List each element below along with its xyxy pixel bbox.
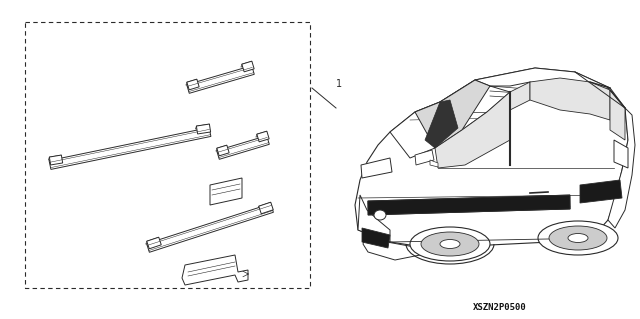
Polygon shape [580, 180, 622, 203]
Polygon shape [430, 160, 438, 167]
Ellipse shape [549, 226, 607, 250]
Polygon shape [355, 68, 628, 248]
Ellipse shape [410, 227, 490, 261]
Polygon shape [415, 150, 434, 165]
Polygon shape [187, 79, 199, 90]
Polygon shape [196, 124, 211, 134]
Polygon shape [363, 238, 420, 260]
Polygon shape [259, 202, 273, 214]
Polygon shape [195, 124, 209, 129]
Polygon shape [425, 100, 458, 148]
Ellipse shape [440, 240, 460, 249]
Polygon shape [217, 136, 269, 159]
Polygon shape [257, 131, 269, 142]
Ellipse shape [374, 210, 386, 220]
Polygon shape [147, 204, 273, 252]
Polygon shape [241, 61, 252, 67]
Polygon shape [186, 79, 197, 85]
Polygon shape [187, 66, 254, 93]
Polygon shape [362, 228, 390, 248]
Polygon shape [49, 155, 61, 160]
Bar [25, 22, 310, 288]
Polygon shape [146, 237, 159, 244]
Polygon shape [530, 78, 610, 120]
Text: 1: 1 [336, 79, 342, 89]
Polygon shape [390, 80, 510, 158]
Polygon shape [361, 158, 392, 178]
Polygon shape [368, 195, 570, 215]
Polygon shape [49, 128, 211, 169]
Polygon shape [147, 237, 161, 249]
Ellipse shape [568, 234, 588, 242]
Polygon shape [217, 145, 229, 156]
Polygon shape [210, 178, 242, 205]
Polygon shape [415, 80, 490, 148]
Polygon shape [610, 90, 625, 140]
Polygon shape [242, 61, 254, 72]
Polygon shape [258, 202, 271, 209]
Polygon shape [368, 195, 570, 215]
Polygon shape [435, 82, 530, 168]
Text: XSZN2P0500: XSZN2P0500 [473, 302, 527, 311]
Polygon shape [475, 68, 610, 94]
Polygon shape [358, 195, 390, 242]
Polygon shape [614, 140, 628, 168]
Ellipse shape [538, 221, 618, 255]
Polygon shape [608, 108, 635, 228]
Polygon shape [49, 155, 63, 165]
Polygon shape [216, 145, 227, 151]
Ellipse shape [421, 232, 479, 256]
Polygon shape [182, 255, 248, 285]
Polygon shape [256, 131, 267, 137]
